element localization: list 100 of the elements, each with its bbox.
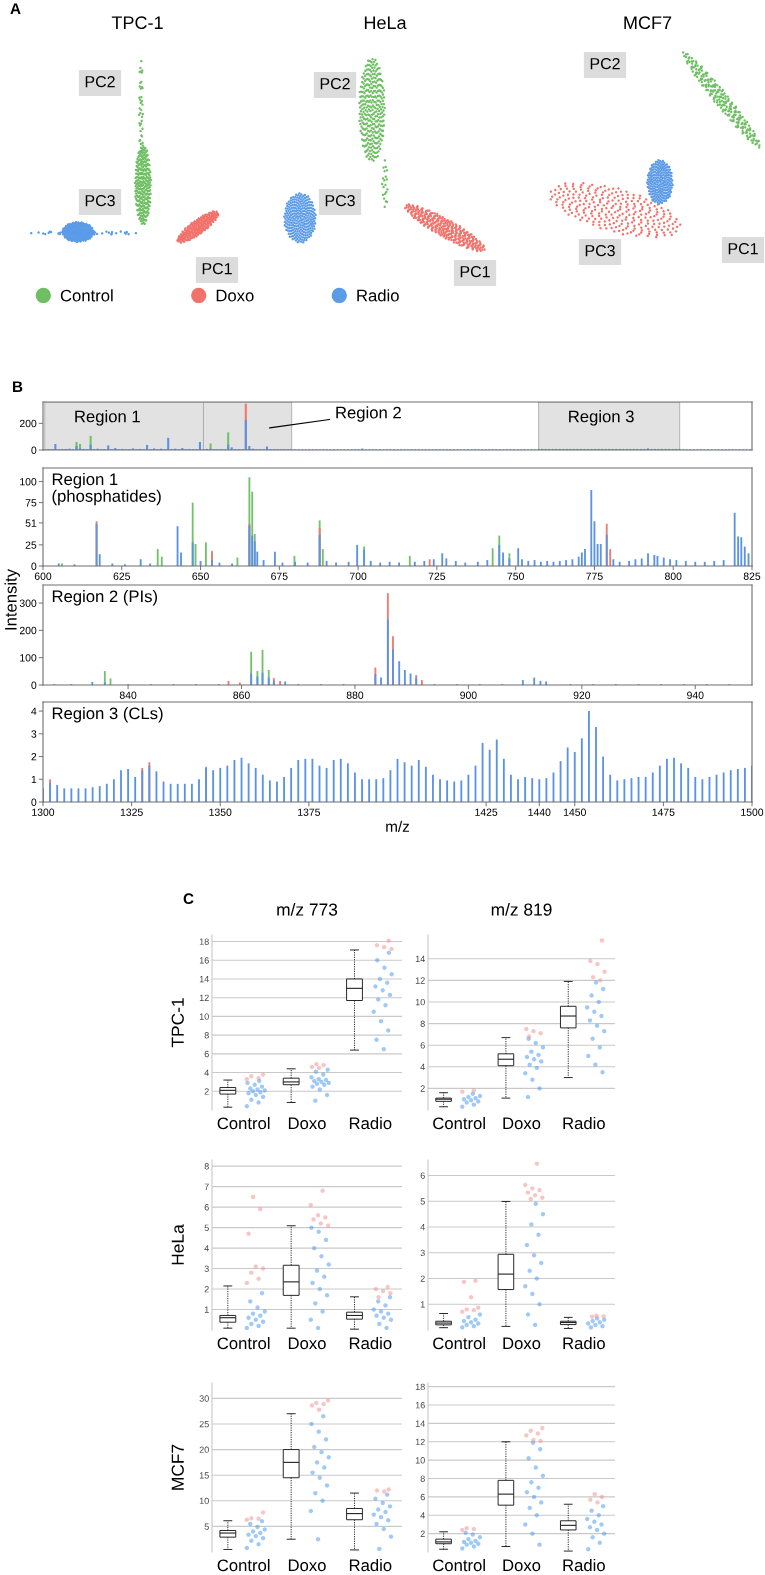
- x-tick-label: Radio: [349, 1336, 392, 1350]
- y-tick-label: 3: [204, 1265, 209, 1272]
- chart-title: m/z 819: [491, 902, 552, 916]
- x-tick-label: 600: [34, 572, 52, 580]
- text: PC2: [590, 57, 620, 70]
- y-tick-label: 16: [415, 1402, 425, 1409]
- x-tick-label: Control: [217, 1558, 270, 1572]
- legend-label: Control: [60, 289, 113, 302]
- y-tick-label: 3: [420, 1249, 425, 1257]
- legend-label: Doxo: [216, 289, 254, 302]
- y-axis-title: TPC-1: [171, 998, 184, 1048]
- text: PC2: [85, 75, 115, 88]
- y-tick-label: 18: [415, 1383, 425, 1391]
- x-tick-label: Control: [217, 1336, 270, 1350]
- y-tick-label: 16: [199, 957, 209, 964]
- text: C: [183, 893, 194, 905]
- y-tick-label: 1: [420, 1301, 425, 1308]
- text: PC3: [585, 244, 615, 257]
- text: B: [13, 381, 23, 392]
- x-tick-label: Control: [433, 1336, 485, 1350]
- y-tick-label: 200: [19, 419, 37, 428]
- y-tick-label: 2: [420, 1085, 425, 1092]
- x-tick-label: 650: [192, 572, 209, 580]
- y-axis-title: MCF7: [171, 1444, 184, 1490]
- text: PC1: [728, 242, 758, 255]
- x-tick-label: Control: [433, 1116, 485, 1130]
- chart-title: m/z 773: [277, 902, 338, 916]
- y-tick-label: 3: [31, 730, 37, 738]
- x-tick-label: Control: [217, 1116, 270, 1130]
- y-tick-label: 100: [20, 654, 37, 662]
- y-tick-label: 12: [199, 994, 209, 1001]
- x-tick-label: Control: [433, 1558, 485, 1572]
- y-tick-label: 2: [420, 1275, 425, 1282]
- text: HeLa: [364, 16, 407, 30]
- x-tick-label: 700: [349, 572, 367, 580]
- text: PC3: [325, 194, 355, 207]
- x-tick-label: 1450: [563, 808, 586, 816]
- y-tick-label: 18: [199, 938, 209, 945]
- text: PC2: [320, 77, 350, 90]
- x-tick-label: Radio: [349, 1116, 392, 1130]
- x-tick-label: Radio: [563, 1116, 605, 1130]
- text: PC3: [85, 194, 115, 207]
- y-tick-label: 6: [420, 1172, 425, 1179]
- y-tick-label: 5: [420, 1198, 425, 1205]
- legend-label: Radio: [357, 289, 399, 302]
- x-tick-label: Doxo: [288, 1559, 326, 1572]
- x-tick-label: Doxo: [503, 1559, 541, 1572]
- y-tick-label: 20: [199, 1446, 209, 1453]
- y-tick-label: 6: [420, 1493, 425, 1501]
- y-tick-label: 12: [415, 1438, 425, 1446]
- y-tick-label: 6: [204, 1050, 209, 1058]
- x-tick-label: 920: [573, 691, 591, 699]
- text: MCF7: [624, 16, 672, 30]
- y-tick-label: 5: [204, 1523, 209, 1530]
- y-tick-label: 10: [199, 1497, 209, 1505]
- y-tick-label: 75: [25, 499, 37, 507]
- x-tick-label: 900: [460, 691, 477, 699]
- y-axis-title: HeLa: [171, 1224, 184, 1265]
- x-tick-label: Doxo: [503, 1337, 541, 1350]
- y-tick-label: 8: [204, 1032, 209, 1039]
- text: A: [10, 3, 21, 14]
- y-tick-label: 0: [31, 798, 37, 806]
- y-tick-label: 4: [420, 1224, 425, 1231]
- y-tick-label: 2: [204, 1088, 209, 1095]
- x-tick-label: 860: [233, 691, 250, 699]
- x-tick-label: 840: [119, 691, 137, 699]
- y-tick-label: 0: [31, 562, 37, 570]
- y-tick-label: 2: [31, 753, 37, 761]
- x-tick-label: 1425: [475, 808, 498, 816]
- y-tick-label: 10: [415, 1457, 425, 1464]
- chart-title: Region 3 (CLs): [52, 707, 163, 723]
- x-tick-label: 800: [664, 572, 682, 580]
- text: TPC-1: [111, 16, 163, 30]
- y-tick-label: 4: [31, 707, 37, 715]
- y-tick-label: 1: [204, 1306, 209, 1313]
- x-tick-label: 1350: [209, 808, 232, 816]
- y-tick-label: 14: [415, 955, 425, 963]
- x-tick-label: Doxo: [288, 1337, 326, 1350]
- x-tick-label: Radio: [563, 1558, 605, 1572]
- x-tick-label: 775: [586, 572, 603, 580]
- annotation: Region 3: [569, 410, 634, 426]
- x-tick-label: 750: [507, 572, 524, 580]
- text: PC1: [460, 265, 490, 278]
- y-tick-label: 5: [204, 1224, 209, 1231]
- x-tick-label: 1325: [120, 808, 143, 816]
- y-tick-label: 4: [420, 1063, 425, 1071]
- y-tick-label: 4: [420, 1512, 425, 1519]
- text: Region 1 (phosphatides): [52, 472, 161, 506]
- x-tick-label: 880: [346, 691, 364, 699]
- x-tick-label: 825: [743, 572, 761, 580]
- x-tick-label: 1440: [528, 808, 551, 816]
- x-tick-label: 1375: [298, 808, 321, 816]
- y-tick-label: 8: [420, 1020, 425, 1027]
- y-tick-label: 4: [204, 1069, 209, 1076]
- x-tick-label: 675: [271, 572, 288, 580]
- y-tick-label: 1: [31, 775, 37, 784]
- y-tick-label: 25: [199, 1420, 209, 1428]
- y-tick-label: 8: [204, 1163, 209, 1170]
- annotation: Region 2: [336, 406, 401, 422]
- annotation: Region 1: [75, 410, 140, 426]
